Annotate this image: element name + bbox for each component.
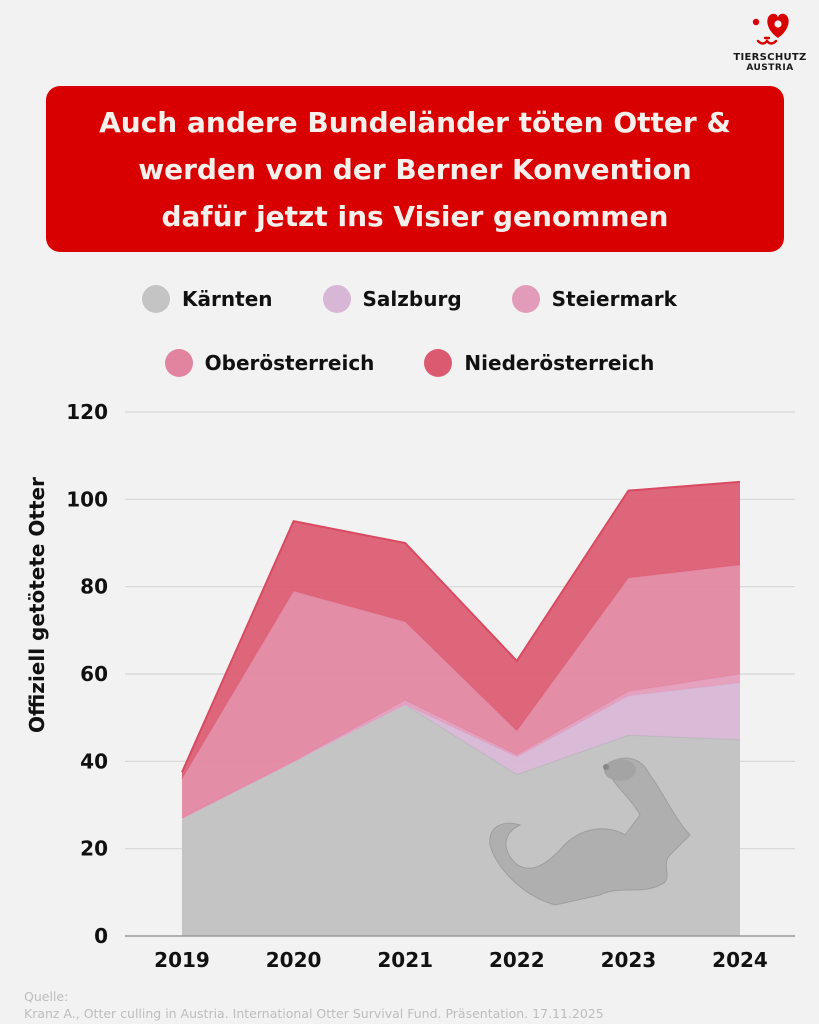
x-tick-label: 2020 <box>266 948 322 972</box>
title-line-2: werden von der Berner Konvention <box>138 152 692 186</box>
y-tick-label: 0 <box>94 924 108 948</box>
x-axis-ticks: 2019 2020 2021 2022 2023 2024 <box>154 948 768 972</box>
y-tick-label: 80 <box>80 575 108 599</box>
legend-row-2: Oberösterreich Niederösterreich <box>0 349 819 377</box>
chart-title: Auch andere Bundeländer töten Otter & we… <box>99 99 731 240</box>
legend-item-oberoesterreich: Oberösterreich <box>164 349 375 377</box>
source-note: Quelle: Kranz A., Otter culling in Austr… <box>24 988 604 1022</box>
legend-label: Niederösterreich <box>464 351 655 375</box>
y-axis-ticks: 0 20 40 60 80 100 120 <box>66 400 108 948</box>
legend-swatch <box>511 285 540 313</box>
area-oberösterreich <box>182 564 740 819</box>
legend-label: Oberösterreich <box>204 351 375 375</box>
legend-swatch <box>142 285 171 313</box>
legend-label: Steiermark <box>551 287 677 311</box>
legend-item-salzburg: Salzburg <box>322 285 462 313</box>
source-label: Quelle: <box>24 989 69 1004</box>
legend-item-kaernten: Kärnten <box>142 285 273 313</box>
x-tick-label: 2021 <box>377 948 433 972</box>
legend-label: Kärnten <box>182 287 273 311</box>
x-tick-label: 2019 <box>154 948 210 972</box>
y-tick-label: 20 <box>80 837 108 861</box>
legend-swatch <box>164 349 193 377</box>
source-text: Kranz A., Otter culling in Austria. Inte… <box>24 1006 604 1021</box>
legend-item-steiermark: Steiermark <box>511 285 677 313</box>
dog-face-heart-icon <box>752 13 789 45</box>
series-areas <box>181 480 741 936</box>
legend-swatch <box>424 349 453 377</box>
x-tick-label: 2024 <box>712 948 768 972</box>
title-line-1: Auch andere Bundeländer töten Otter & <box>99 105 731 139</box>
y-tick-label: 120 <box>66 400 108 424</box>
legend-swatch <box>322 285 351 313</box>
legend-label: Salzburg <box>362 287 462 311</box>
brand-country: AUSTRIA <box>746 63 794 73</box>
brand-logo: TIERSCHUTZ AUSTRIA <box>722 8 818 74</box>
stacked-area-chart: 0 20 40 60 80 100 120 2019 2020 2021 2022 2023 2024… <box>25 400 795 972</box>
y-tick-label: 100 <box>66 487 108 511</box>
x-tick-label: 2023 <box>601 948 657 972</box>
area-niederösterreich <box>182 481 740 779</box>
legend-row-1: Kärnten Salzburg Steiermark <box>0 285 819 313</box>
x-tick-label: 2022 <box>489 948 545 972</box>
brand-name: TIERSCHUTZ <box>733 52 807 63</box>
area-steiermark <box>182 674 740 819</box>
otter-illustration <box>489 757 691 906</box>
title-banner: Auch andere Bundeländer töten Otter & we… <box>46 86 784 252</box>
title-line-3: dafür jetzt ins Visier genommen <box>161 199 669 233</box>
y-tick-label: 40 <box>80 749 108 773</box>
area-salzburg <box>182 682 740 819</box>
y-tick-label: 60 <box>80 662 108 686</box>
legend-item-niederoesterreich: Niederösterreich <box>424 349 654 377</box>
line-niederösterreich <box>181 480 741 773</box>
y-axis-label: Offiziell getötete Otter <box>25 477 49 733</box>
